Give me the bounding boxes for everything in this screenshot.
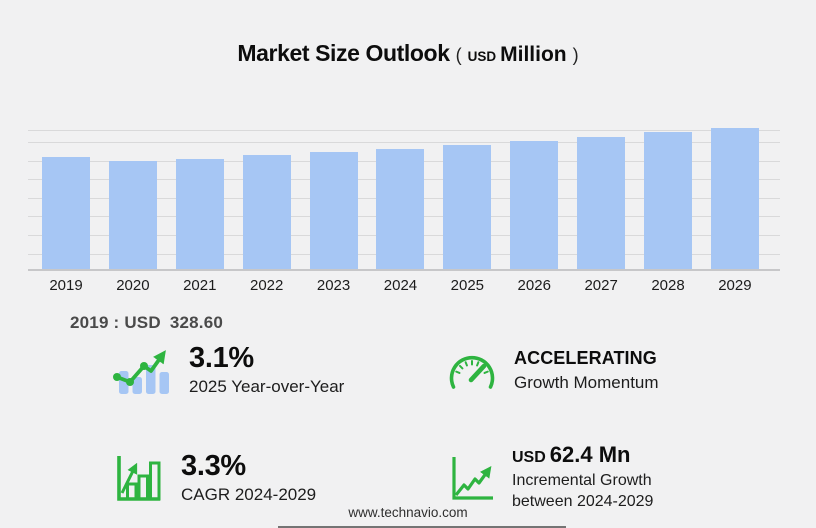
bar-2029 (710, 128, 759, 269)
incremental-label: Incremental Growth between 2024-2029 (512, 472, 654, 511)
title-currency: USD (467, 49, 497, 64)
bar-2027 (577, 137, 626, 269)
line-chart-axis-icon (452, 457, 493, 500)
momentum-value: ACCELERATING (514, 347, 657, 368)
base-year-label: 2019 : USD (70, 313, 161, 332)
bar-2021 (175, 159, 224, 269)
incremental-value: USD 62.4 Mn (512, 443, 653, 467)
x-tick-2021: 2021 (183, 277, 217, 294)
momentum-label: Growth Momentum (514, 372, 659, 392)
yoy-value: 3.1% (189, 342, 254, 374)
x-tick-2028: 2028 (651, 277, 685, 294)
bottom-edge-line (278, 526, 566, 528)
footer: www.technavio.com (0, 505, 816, 520)
x-tick-2029: 2029 (718, 277, 752, 294)
incremental-amount: 62.4 Mn (549, 442, 631, 468)
x-tick-2025: 2025 (450, 277, 485, 294)
stats-grid: 3.1% 2025 Year-over-Year ACCELERATING Gr… (112, 343, 772, 513)
chart-title-main: Market Size Outlook (237, 40, 450, 66)
growth-chart-frame-icon (117, 456, 161, 501)
x-tick-2024: 2024 (383, 277, 418, 294)
bar-2022 (242, 155, 291, 269)
stat-cagr: 3.3% CAGR 2024-2029 (112, 443, 447, 512)
stat-cagr-text: 3.3% CAGR 2024-2029 (181, 449, 317, 505)
title-paren-open: ( (455, 45, 462, 65)
bar-2024 (376, 149, 425, 269)
bar-line-growth-icon (113, 350, 169, 395)
x-tick-2020: 2020 (116, 277, 150, 294)
x-tick-2019: 2019 (49, 277, 83, 294)
bar-2019 (42, 157, 90, 269)
stat-growth-momentum: ACCELERATING Growth Momentum (447, 343, 772, 397)
yoy-label: 2025 Year-over-Year (189, 377, 345, 397)
footer-url-link[interactable]: www.technavio.com (348, 505, 468, 520)
stat-yoy-growth: 3.1% 2025 Year-over-Year (112, 343, 447, 397)
bar-2020 (108, 161, 157, 269)
base-year-amount: 328.60 (169, 313, 224, 332)
x-tick-2027: 2027 (584, 277, 618, 294)
x-tick-2026: 2026 (517, 277, 551, 294)
title-paren-close: ) (572, 45, 579, 65)
incremental-currency: USD (512, 449, 546, 467)
stat-momentum-text: ACCELERATING Growth Momentum (514, 348, 659, 393)
chart-title: Market Size Outlook ( USD Million ) (0, 40, 816, 67)
speedometer-icon (449, 356, 495, 390)
bar-2026 (510, 141, 559, 269)
gridline (28, 142, 780, 143)
gridline (28, 130, 780, 131)
cagr-value: 3.3% (181, 449, 246, 482)
bar-2028 (644, 132, 693, 269)
bar-2023 (309, 152, 358, 269)
x-axis-labels: 2019 2020 2021 2022 2023 2024 2025 2026 2027 2028… (28, 277, 780, 294)
base-year-value: 2019 : USD 328.60 (70, 313, 223, 333)
x-tick-2023: 2023 (316, 277, 351, 294)
title-unit: Million (500, 43, 567, 66)
stat-yoy-text: 3.1% 2025 Year-over-Year (189, 343, 344, 397)
bar-chart-plot (28, 128, 780, 271)
bar-2025 (443, 145, 492, 269)
stat-incremental-text: USD 62.4 Mn Incremental Growth between 20… (512, 443, 653, 512)
stat-incremental-growth: USD 62.4 Mn Incremental Growth between 20… (447, 443, 772, 512)
cagr-label: CAGR 2024-2029 (181, 485, 317, 505)
x-tick-2022: 2022 (249, 277, 284, 294)
bar-series (28, 128, 780, 269)
